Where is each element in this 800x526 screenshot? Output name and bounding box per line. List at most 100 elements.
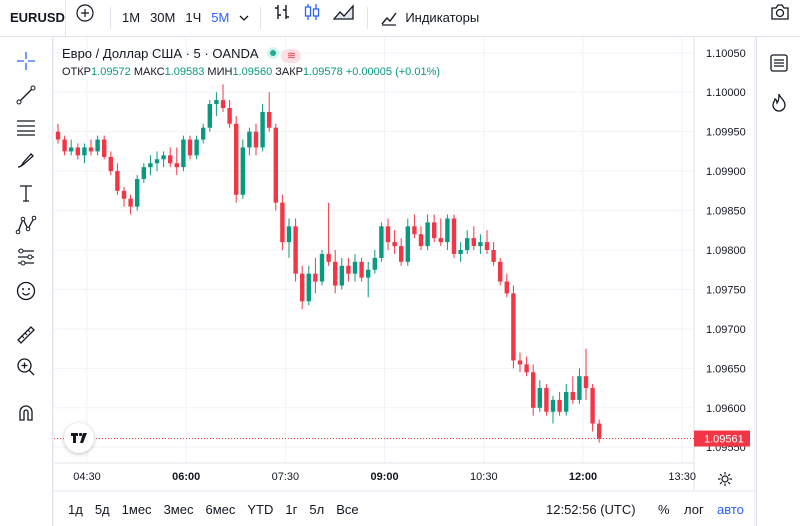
brush-icon [17, 153, 34, 168]
hotlists-button[interactable] [765, 89, 793, 117]
candle-body [359, 261, 364, 278]
interval-dropdown[interactable] [234, 0, 254, 36]
candle-body [550, 399, 556, 412]
icons-tool[interactable] [12, 277, 40, 305]
symbol-search[interactable]: EURUSD [0, 0, 66, 36]
trend-line-tool[interactable] [12, 81, 40, 109]
high-value: 1.09583 [164, 66, 205, 78]
range-all[interactable]: Все [336, 501, 359, 517]
range-1y[interactable]: 1г [285, 501, 298, 517]
bottom-toolbar: 1д 5д 1мес 3мес 6мес YTD 1г 5л Все 12:52… [54, 492, 754, 526]
candles-icon [305, 4, 320, 20]
candle-body [471, 238, 476, 247]
magnet-tool[interactable] [12, 399, 40, 427]
add-symbol-button[interactable] [66, 0, 104, 36]
candle-body [418, 234, 424, 247]
price-tick-label: 1.09700 [706, 324, 746, 336]
top-toolbar: EURUSD 1М 30М 1Ч 5М Индикаторы [0, 0, 800, 37]
watchlist-button[interactable] [765, 49, 793, 77]
nodes-icon [18, 248, 34, 266]
right-sidebar [756, 37, 800, 526]
candle-body [115, 171, 120, 191]
screenshot-button[interactable] [764, 0, 796, 36]
candle-body [181, 139, 186, 168]
magnet-icon [19, 405, 33, 421]
candle-body [273, 127, 278, 203]
candle-body [385, 226, 391, 243]
candle-body [286, 226, 292, 243]
chart-settings-button[interactable] [717, 471, 733, 492]
gear-icon [718, 472, 732, 486]
candle-body [425, 222, 430, 247]
candle-body [504, 281, 509, 294]
prediction-tool[interactable] [12, 243, 40, 271]
text-icon [20, 185, 32, 202]
candle-body [478, 242, 483, 247]
zoom-tool[interactable] [12, 353, 40, 381]
interval-1m[interactable]: 1М [122, 10, 141, 25]
candle-body [168, 155, 173, 164]
range-5d[interactable]: 5д [94, 501, 110, 517]
time-tick-label: 12:00 [569, 471, 597, 483]
candle-body [293, 226, 298, 274]
candle-body [128, 198, 133, 207]
candle-body [445, 218, 450, 243]
measure-tool[interactable] [12, 321, 40, 349]
candle-body [75, 147, 80, 156]
candle-body [319, 253, 325, 282]
auto-toggle[interactable]: авто [717, 501, 744, 517]
range-ytd[interactable]: YTD [247, 501, 274, 517]
bar-chart-type-button[interactable] [267, 0, 297, 36]
range-1m[interactable]: 1мес [121, 501, 152, 517]
candle-body [557, 399, 562, 412]
area-chart-type-button[interactable] [327, 0, 361, 36]
candle-body [326, 253, 331, 262]
candle-body [214, 100, 219, 105]
indicators-button[interactable]: Индикаторы [374, 0, 484, 36]
range-5y[interactable]: 5л [309, 501, 325, 517]
interval-1h[interactable]: 1Ч [185, 10, 202, 25]
price-chart[interactable]: 1.10050 1.10000 1.09950 1.09900 1.09850 1.098… [54, 37, 754, 490]
range-3m[interactable]: 3мес [163, 501, 194, 517]
candle-body [267, 111, 272, 128]
price-tick-label: 1.09850 [706, 206, 746, 218]
zoom-in-icon [17, 358, 35, 376]
candle-body [161, 155, 166, 160]
price-tick-label: 1.10000 [706, 87, 746, 99]
candle-body [537, 388, 542, 408]
candle-body [458, 250, 463, 254]
text-tool[interactable] [12, 179, 40, 207]
last-price-marker: 1.09561 [54, 430, 750, 447]
candle-body [260, 111, 265, 148]
brush-tool[interactable] [12, 147, 40, 175]
crosshair-tool[interactable] [12, 47, 40, 75]
change-value: +0.00005 (+0.01%) [345, 66, 441, 78]
interval-5m[interactable]: 5М [211, 10, 230, 25]
divider [260, 7, 262, 29]
candle-body [88, 147, 94, 152]
candle-body [207, 104, 212, 128]
chevron-down-icon [239, 15, 249, 21]
percent-toggle[interactable]: % [658, 501, 670, 517]
candles-chart-type-button[interactable] [297, 0, 327, 36]
instrument-title: Евро / Доллар США · 5 · OANDA [62, 46, 258, 61]
clock[interactable]: 12:52:56 (UTC) [546, 501, 636, 517]
tradingview-logo[interactable] [64, 423, 94, 453]
range-6m[interactable]: 6мес [205, 501, 236, 517]
pattern-tool[interactable] [12, 211, 40, 239]
candle-body [405, 226, 410, 262]
candle-body [379, 226, 384, 258]
range-1d[interactable]: 1д [68, 501, 83, 517]
log-toggle[interactable]: лог [684, 501, 704, 517]
candle-body [187, 139, 193, 156]
candle-body [62, 139, 67, 152]
last-price-tag [694, 430, 750, 447]
tv-logo-icon [71, 432, 87, 443]
low-value: 1.09560 [232, 66, 273, 78]
fib-tool[interactable] [12, 113, 40, 141]
chart-area[interactable]: 1.10050 1.10000 1.09950 1.09900 1.09850 1.098… [54, 37, 754, 490]
candle-body [240, 147, 245, 195]
candle-body [220, 100, 226, 108]
divider [110, 7, 111, 29]
interval-30m[interactable]: 30М [150, 10, 176, 25]
